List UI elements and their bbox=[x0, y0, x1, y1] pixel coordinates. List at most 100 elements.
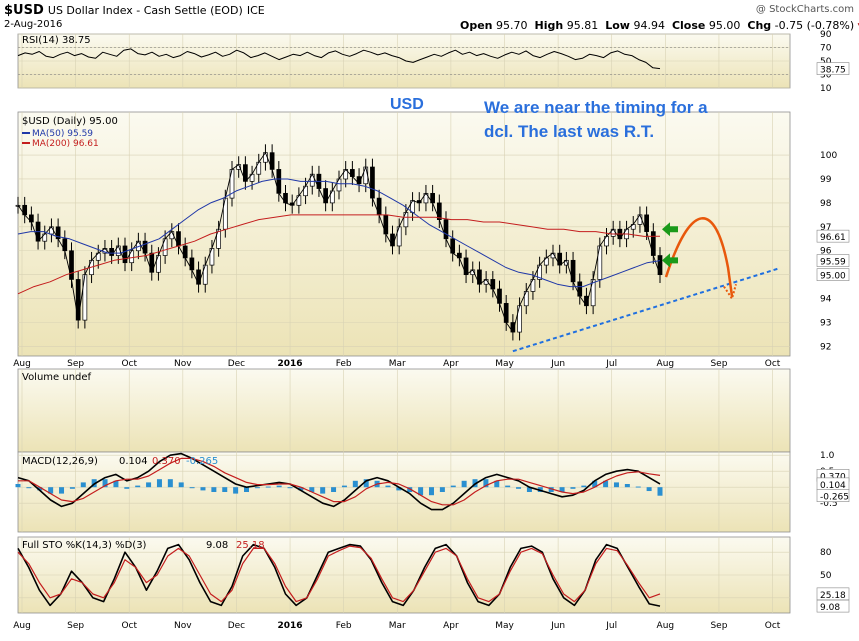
x-tick-price-8: Apr bbox=[443, 359, 459, 369]
chg-value: -0.75 (-0.78%) bbox=[774, 19, 855, 32]
price-line bbox=[17, 152, 661, 333]
y-tick-price-5: 97 bbox=[820, 223, 831, 233]
macd-histogram-bar bbox=[603, 480, 609, 488]
ma200-legend: MA(200) 96.61 bbox=[32, 139, 99, 149]
y-tick-macd-3: 1.0 bbox=[820, 451, 835, 461]
macd-histogram-bar bbox=[461, 480, 467, 488]
close-last-tag: 95.00 bbox=[820, 272, 846, 282]
macd-histogram-bar bbox=[526, 487, 532, 492]
macd-histogram-bar bbox=[124, 487, 130, 489]
macd-histogram-bar bbox=[483, 479, 489, 488]
low-label: Low bbox=[605, 19, 630, 32]
x-tick-price-3: Nov bbox=[174, 359, 192, 369]
x-tick-bottom-12: Aug bbox=[657, 621, 675, 631]
macd-histogram-bar bbox=[309, 487, 315, 492]
ma50-last-tag-box bbox=[816, 254, 850, 267]
close-label: Close bbox=[671, 19, 706, 32]
sto-k-tag-box bbox=[816, 599, 850, 613]
exchange: ICE bbox=[246, 4, 265, 17]
x-tick-bottom-8: Apr bbox=[443, 621, 459, 631]
sto-k-value: 9.08 bbox=[206, 540, 228, 551]
macd-histogram-bar bbox=[396, 487, 402, 491]
macd-signal-tag: 0.370 bbox=[820, 472, 846, 482]
y-tick-price-8: 100 bbox=[820, 151, 837, 161]
price-panel bbox=[17, 111, 791, 357]
x-tick-bottom-13: Sep bbox=[710, 621, 727, 631]
y-tick-macd-0: -0.5 bbox=[820, 499, 838, 509]
macd-histogram-bar bbox=[494, 480, 500, 488]
macd-histogram-bar bbox=[385, 485, 391, 488]
x-tick-price-11: Jul bbox=[605, 359, 617, 369]
ma200-last-tag-box bbox=[816, 229, 850, 243]
y-tick-price-1: 93 bbox=[820, 319, 831, 329]
x-tick-bottom-6: Feb bbox=[336, 621, 352, 631]
x-tick-price-9: May bbox=[495, 359, 514, 369]
x-tick-price-12: Aug bbox=[657, 359, 675, 369]
x-tick-price-13: Sep bbox=[710, 359, 727, 369]
macd-histogram-bar bbox=[657, 487, 663, 496]
macd-histogram-bar bbox=[59, 487, 65, 494]
y-tick-stochastic-2: 80 bbox=[820, 548, 832, 558]
macd-histogram-bar bbox=[320, 487, 326, 494]
note-line-1: We are near the timing for a bbox=[484, 98, 708, 117]
macd-histogram-bar bbox=[298, 487, 304, 491]
x-tick-price-5: 2016 bbox=[278, 359, 303, 369]
ma50-last-tag: 95.59 bbox=[820, 258, 846, 268]
macd-histogram-bar bbox=[15, 484, 21, 488]
x-tick-price-14: Oct bbox=[765, 359, 781, 369]
ma200-line bbox=[17, 214, 661, 295]
chart-date: 2-Aug-2016 bbox=[4, 19, 63, 30]
projection-path bbox=[664, 217, 734, 297]
x-tick-bottom-7: Mar bbox=[389, 621, 406, 631]
macd-signal-line bbox=[18, 457, 661, 506]
macd-histogram-bar bbox=[559, 487, 565, 492]
x-tick-bottom-1: Sep bbox=[67, 621, 84, 631]
macd-histogram-bar bbox=[167, 479, 173, 488]
watermark[interactable]: @ StockCharts.com bbox=[755, 4, 854, 15]
sto-k-tag: 9.08 bbox=[820, 603, 840, 613]
y-tick-rsi-0: 10 bbox=[820, 84, 832, 94]
x-tick-bottom-3: Nov bbox=[174, 621, 192, 631]
macd-histogram-bar bbox=[635, 486, 641, 488]
macd-histogram-bar bbox=[244, 487, 250, 492]
close-last-tag-box bbox=[816, 268, 850, 281]
macd-histogram-bar bbox=[189, 487, 195, 489]
x-tick-bottom-9: May bbox=[495, 621, 514, 631]
y-tick-price-0: 92 bbox=[820, 342, 831, 352]
sto-d-tag: 25.18 bbox=[820, 591, 846, 601]
x-tick-bottom-11: Jul bbox=[605, 621, 617, 631]
macd-histogram-bar bbox=[135, 485, 141, 488]
macd-histogram-bar bbox=[233, 487, 239, 494]
macd-histogram-bar bbox=[341, 485, 347, 488]
y-tick-rsi-4: 90 bbox=[820, 30, 832, 40]
macd-histogram-bar bbox=[48, 487, 54, 494]
y-tick-rsi-2: 50 bbox=[820, 57, 832, 67]
open-label: Open bbox=[460, 19, 493, 32]
macd-histogram-bar bbox=[450, 485, 456, 488]
macd-histogram-bar bbox=[407, 487, 413, 492]
macd-histogram-bar bbox=[439, 487, 445, 492]
dropdown-icon[interactable]: ▼ bbox=[858, 22, 859, 32]
rsi-last-tag-box bbox=[816, 62, 850, 75]
x-tick-price-2: Oct bbox=[121, 359, 137, 369]
macd-histogram-bar bbox=[156, 479, 162, 488]
arrow-lower bbox=[662, 253, 678, 268]
macd-histogram-bar bbox=[287, 487, 293, 489]
macd-histogram-bar bbox=[331, 487, 337, 492]
macd-histogram-bar bbox=[428, 487, 434, 496]
macd-value-tag: 0.104 bbox=[820, 481, 846, 491]
macd-histogram-bar bbox=[624, 484, 630, 488]
symbol-title: $USD US Dollar Index - Cash Settle (EOD)… bbox=[4, 3, 265, 18]
macd-histogram-bar bbox=[211, 487, 217, 492]
macd-histogram-bar bbox=[146, 482, 152, 488]
price-title: $USD (Daily) 95.00 bbox=[22, 116, 118, 127]
rsi-title: RSI(14) 38.75 bbox=[22, 35, 91, 46]
macd-histogram-bar bbox=[516, 487, 522, 489]
sto-d-value: 25.18 bbox=[236, 540, 265, 551]
macd-histogram-bar bbox=[80, 482, 86, 488]
y-tick-price-7: 99 bbox=[820, 175, 832, 185]
projection-arrowhead bbox=[723, 283, 737, 301]
macd-histogram-bar bbox=[69, 487, 75, 489]
high-value: 95.81 bbox=[566, 19, 599, 32]
close-value: 95.00 bbox=[708, 19, 741, 32]
